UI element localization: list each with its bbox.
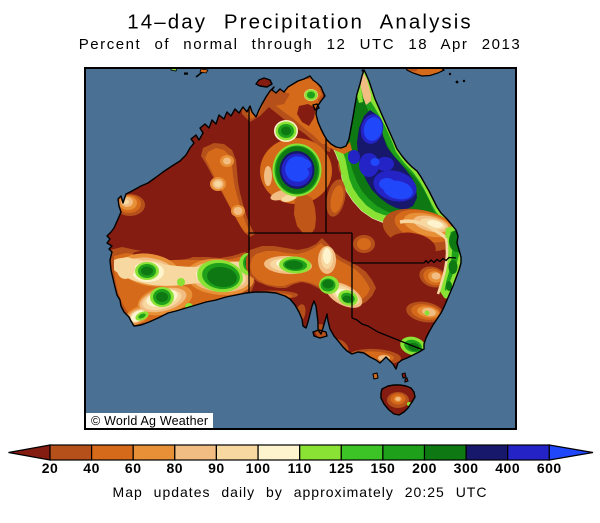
svg-text:200: 200 xyxy=(412,460,437,476)
svg-text:14–day Precipitation Analysis: 14–day Precipitation Analysis xyxy=(127,11,473,34)
svg-text:60: 60 xyxy=(125,460,142,476)
svg-text:© World Ag Weather: © World Ag Weather xyxy=(91,414,208,428)
svg-text:300: 300 xyxy=(454,460,479,476)
svg-text:80: 80 xyxy=(167,460,184,476)
svg-text:20: 20 xyxy=(42,460,59,476)
svg-text:Percent of normal through 12 U: Percent of normal through 12 UTC 18 Apr … xyxy=(79,36,522,53)
svg-text:150: 150 xyxy=(370,460,395,476)
svg-text:40: 40 xyxy=(83,460,100,476)
svg-text:400: 400 xyxy=(495,460,520,476)
svg-text:90: 90 xyxy=(208,460,225,476)
svg-text:600: 600 xyxy=(537,460,562,476)
svg-text:100: 100 xyxy=(246,460,271,476)
svg-text:110: 110 xyxy=(288,460,312,476)
svg-text:Map updates daily by approxima: Map updates daily by approximately 20:25… xyxy=(113,484,488,500)
svg-text:125: 125 xyxy=(329,460,354,476)
